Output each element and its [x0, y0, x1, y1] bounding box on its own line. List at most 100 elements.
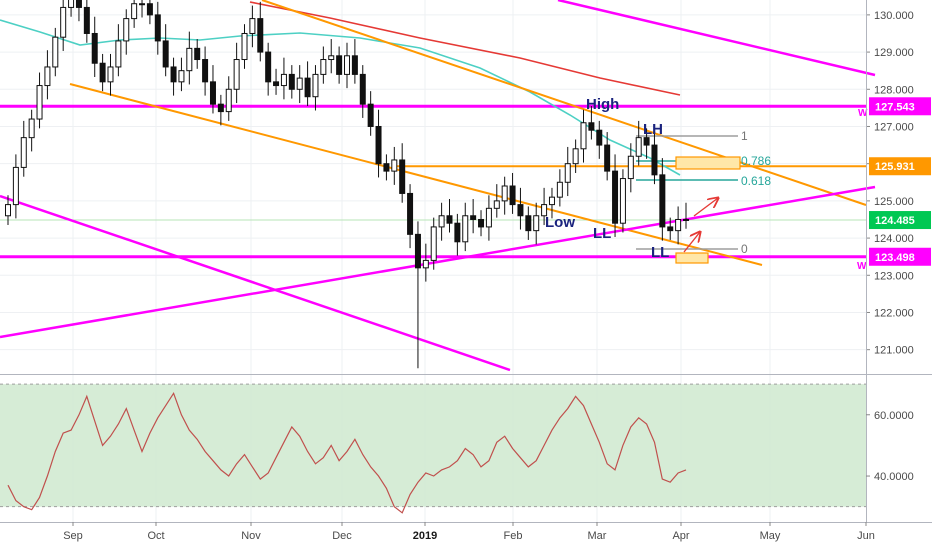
candle — [99, 53, 106, 92]
price-tag — [869, 247, 931, 266]
candle — [462, 202, 469, 252]
fib-label: 0.618 — [741, 174, 771, 188]
candle — [478, 210, 485, 237]
candle-body — [414, 233, 421, 269]
candle-body — [12, 166, 19, 206]
candle-body — [517, 204, 524, 217]
candle-body — [564, 163, 571, 183]
candle-body — [60, 6, 67, 38]
x-tick-label: Apr — [672, 530, 689, 542]
candle — [68, 0, 75, 17]
candle — [675, 206, 682, 245]
candle-body — [288, 73, 295, 90]
zone-box-resistance — [675, 156, 741, 170]
candle — [612, 154, 619, 237]
candle-body — [493, 200, 500, 209]
candle — [383, 154, 390, 181]
candle-body — [651, 144, 658, 176]
candle-body — [556, 181, 563, 198]
candle-body — [399, 159, 406, 194]
candle-body — [75, 0, 82, 8]
candle-body — [351, 55, 358, 75]
candle — [265, 42, 272, 96]
candle — [391, 146, 398, 185]
fib-label: 0 — [741, 242, 748, 256]
candle-body — [233, 59, 240, 90]
candle-body — [162, 40, 169, 68]
candle-body — [170, 66, 177, 83]
candle-body — [604, 144, 611, 172]
candle — [627, 143, 634, 193]
x-tick-label: Feb — [504, 530, 523, 542]
candle-body — [383, 163, 390, 172]
candle — [596, 120, 603, 159]
candle — [619, 169, 626, 233]
x-tick-label: Dec — [332, 530, 352, 542]
candle — [154, 1, 161, 55]
candle-body — [572, 148, 579, 165]
candle — [517, 187, 524, 230]
candle-body — [91, 32, 98, 64]
candle-body — [194, 47, 201, 61]
candles — [5, 0, 689, 369]
candle — [635, 120, 642, 166]
candle — [225, 76, 232, 121]
candle — [209, 65, 216, 114]
candle — [146, 0, 153, 25]
candle — [75, 0, 82, 22]
candle — [36, 72, 43, 129]
candle-body — [115, 40, 122, 68]
candle-body — [659, 174, 666, 228]
label-ll-1: LL — [593, 225, 611, 242]
zone-box-support — [675, 252, 709, 264]
x-tick-label: Sep — [63, 530, 83, 542]
candle — [407, 184, 414, 249]
candle-body — [478, 218, 485, 228]
price-tag-label: 123.498 — [875, 252, 915, 264]
candle — [60, 0, 67, 51]
candle — [336, 46, 343, 84]
candle-body — [438, 215, 445, 228]
y-tick-label: 125.000 — [874, 196, 914, 208]
candle — [273, 68, 280, 95]
candle-body — [367, 103, 374, 127]
candle-body — [249, 18, 256, 34]
price-tag — [869, 97, 931, 116]
candle-body — [83, 6, 90, 34]
candle — [288, 65, 295, 99]
channel-lower-line — [69, 83, 763, 266]
candle-body — [375, 125, 382, 165]
candle-body — [99, 62, 106, 83]
candle — [139, 0, 146, 18]
candle-body — [209, 81, 216, 105]
candle — [422, 243, 429, 282]
candle-body — [548, 196, 555, 206]
x-tick-label: Oct — [147, 530, 164, 542]
y-tick-label: 124.000 — [874, 233, 914, 245]
candle — [320, 46, 327, 84]
candle-body — [596, 129, 603, 146]
label-lh: LH — [643, 121, 663, 138]
candle — [52, 27, 59, 77]
candle — [249, 5, 256, 48]
candle-body — [186, 47, 193, 72]
oscillator-pane — [0, 383, 866, 514]
candle-body — [273, 81, 280, 87]
candle — [604, 132, 611, 181]
candle — [107, 53, 114, 96]
candle — [651, 132, 658, 185]
annotations: High LH Low LL LL W W 1 0.786 0.618 0 — [545, 96, 868, 272]
candle — [446, 199, 453, 233]
candle-body — [501, 185, 508, 202]
candle-body — [123, 18, 130, 42]
candle-body — [139, 3, 146, 6]
candle — [344, 42, 350, 89]
candle-body — [44, 66, 51, 87]
candle — [217, 94, 224, 126]
candle — [359, 65, 366, 118]
candle-body — [68, 0, 75, 8]
x-tick-label: 2019 — [413, 530, 437, 542]
y-tick-label: 128.000 — [874, 84, 914, 96]
candle — [580, 109, 587, 163]
